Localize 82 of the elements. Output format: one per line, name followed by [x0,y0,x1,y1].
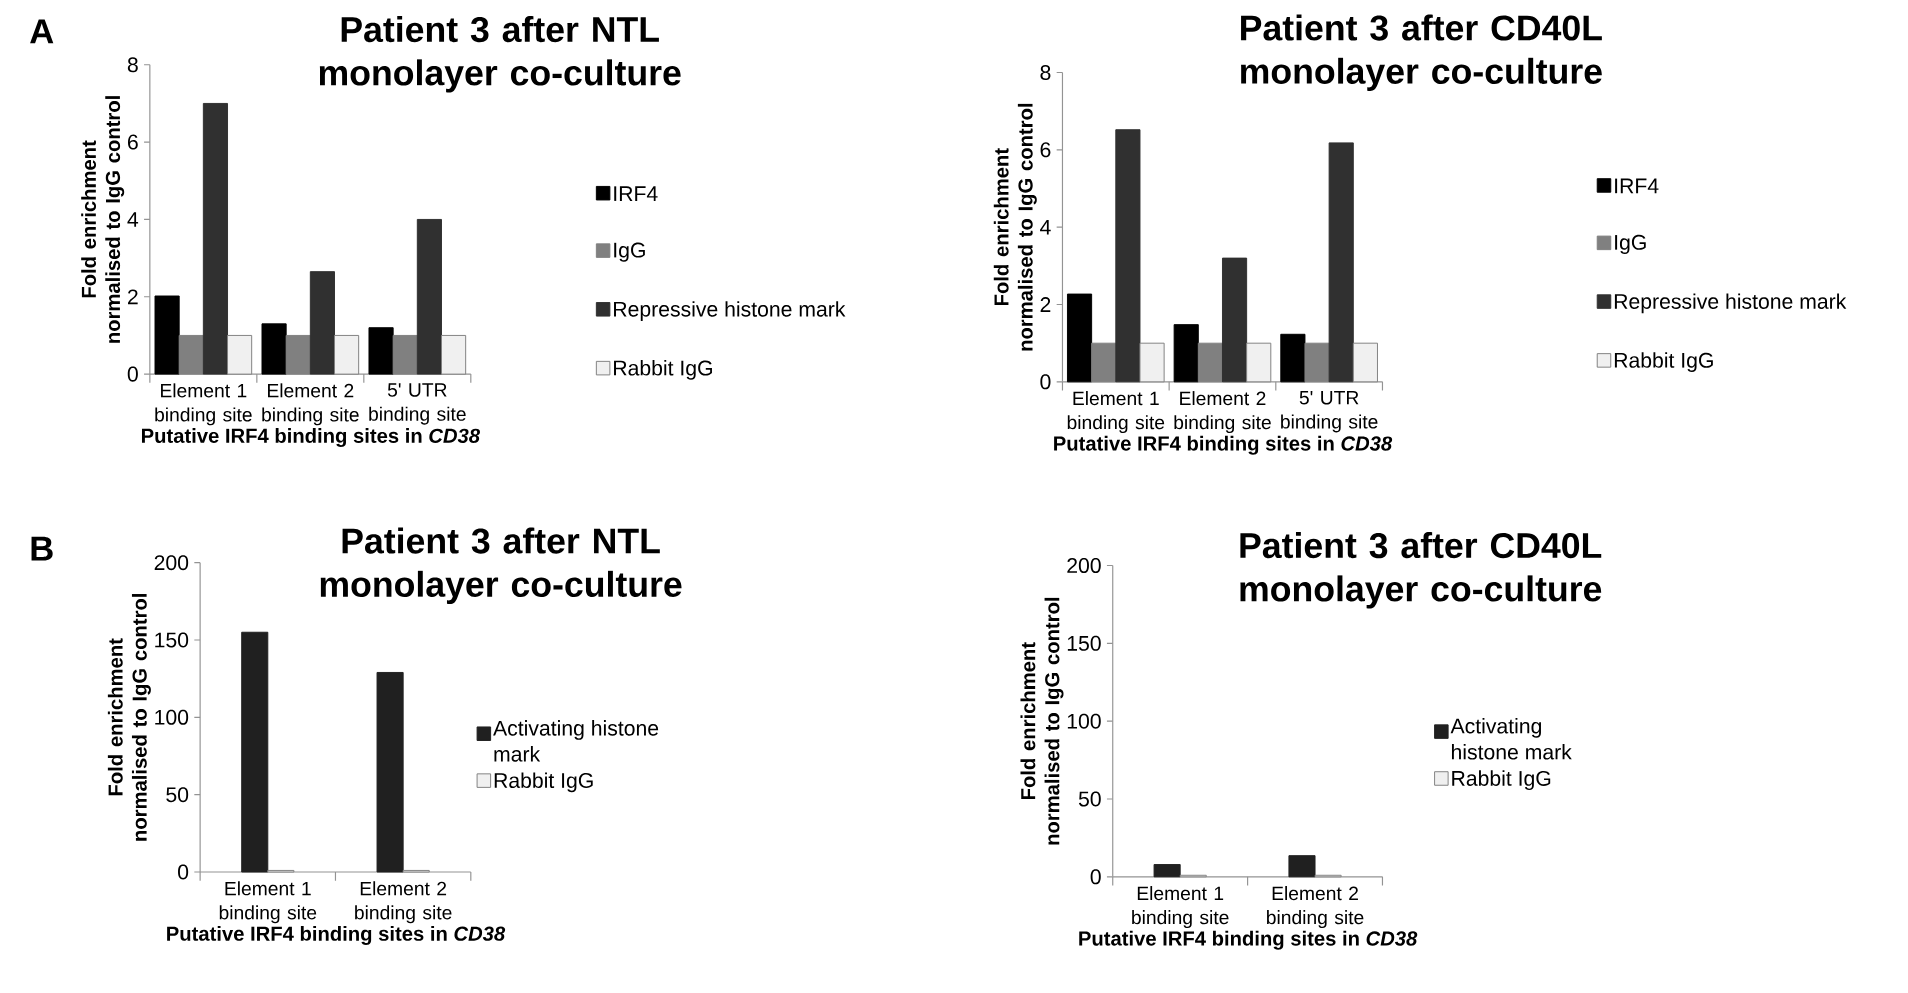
y-tick-label: 6 [128,134,138,150]
chart-title: Patient 3 after NTL monolayer co-culture [320,527,682,605]
x-tick-label: Element 2 binding site [1267,886,1364,929]
legend-label: Rabbit IgG [494,772,593,793]
text: B [31,536,53,561]
x-tick-label: Element 2 binding site [1174,391,1271,434]
y-tick-label: 4 [127,212,139,227]
x-axis-title: Putative IRF4 binding sites in CD38 [141,428,480,448]
bar [376,672,404,873]
bar [1066,293,1093,383]
y-tick-label: 150 [1067,635,1101,651]
y-tick-label: 4 [1040,219,1051,235]
bar [368,327,394,375]
bar [1221,257,1248,383]
bar [334,335,360,375]
bar [1139,342,1165,383]
y-axis-title: Fold enrichment normalised to IgG control [81,96,125,343]
x-tick-label: Element 1 binding site [155,383,252,426]
y-tick-label: 8 [1040,65,1051,81]
bar [1173,324,1199,383]
x-tick-label: Element 1 binding site [219,881,317,924]
bar [1280,333,1306,383]
y-tick-label: 100 [1067,713,1101,729]
y-axis-title: Fold enrichment normalised to IgG control [1020,597,1064,845]
bar [1352,342,1378,383]
bar [1115,129,1141,383]
bar [1328,142,1354,383]
bar [309,271,335,375]
legend-label: Rabbit IgG [1614,352,1713,373]
legend-label: Repressive histone mark [1614,293,1847,314]
y-axis-title: Fold enrichment normalised to IgG control [107,594,151,841]
x-axis-title: Putative IRF4 binding sites in CD38 [1054,435,1393,455]
bar [261,323,287,375]
bar [285,335,311,375]
y-tick-label: 200 [1067,558,1101,574]
y-tick-label: 2 [1040,297,1051,312]
y-tick-label: 8 [127,57,138,73]
y-tick-label: 0 [178,864,189,880]
x-tick-label: 5' UTR binding site [369,383,466,425]
y-tick-label: 0 [1040,374,1051,390]
x-axis-title: Putative IRF4 binding sites in CD38 [167,926,506,946]
y-tick-label: 6 [1040,142,1051,158]
bar [154,295,180,375]
legend-label: Rabbit IgG [614,360,712,380]
legend-label: IgG [1615,234,1646,255]
legend-label: Activating histone mark [1450,718,1572,760]
x-tick-label: Element 2 binding site [262,383,359,426]
text: A [30,19,54,44]
y-tick-label: 0 [1090,869,1101,885]
legend-label: Rabbit IgG [1452,770,1551,791]
x-tick-label: Element 1 binding site [1132,886,1229,929]
bar [441,335,467,375]
chart-title: Patient 3 after CD40L monolayer co-culture [1240,532,1602,609]
x-tick-label: Element 1 binding site [1067,391,1165,434]
y-axis-title: Fold enrichment normalised to IgG control [993,103,1037,351]
y-tick-label: 0 [127,366,138,382]
bar [1304,342,1330,383]
x-axis-title: Putative IRF4 binding sites in CD38 [1079,930,1418,950]
legend-label: IRF4 [1615,178,1659,194]
legend-label: IgG [614,242,645,262]
bar [178,335,204,375]
legend-label: Activating histone mark [493,720,659,762]
x-tick-label: Element 2 binding site [355,881,452,924]
bar [241,631,269,873]
y-tick-label: 100 [155,709,189,725]
legend-label: IRF4 [614,186,658,201]
bar [392,335,418,375]
y-tick-label: 50 [1078,791,1101,807]
bar [227,335,253,375]
bar [202,103,229,375]
y-tick-label: 150 [155,632,189,648]
bar [1197,342,1223,383]
bar [1246,342,1272,383]
bar [416,219,442,375]
y-tick-label: 50 [166,787,189,803]
y-tick-label: 2 [128,289,138,305]
y-tick-label: 200 [154,555,189,571]
chart-title: Patient 3 after NTL monolayer co-culture [319,16,681,93]
chart-title: Patient 3 after CD40L monolayer co-culture [1241,14,1602,92]
bar [1091,342,1117,383]
legend-label: Repressive histone mark [614,301,846,321]
x-tick-label: 5' UTR binding site [1281,391,1378,433]
